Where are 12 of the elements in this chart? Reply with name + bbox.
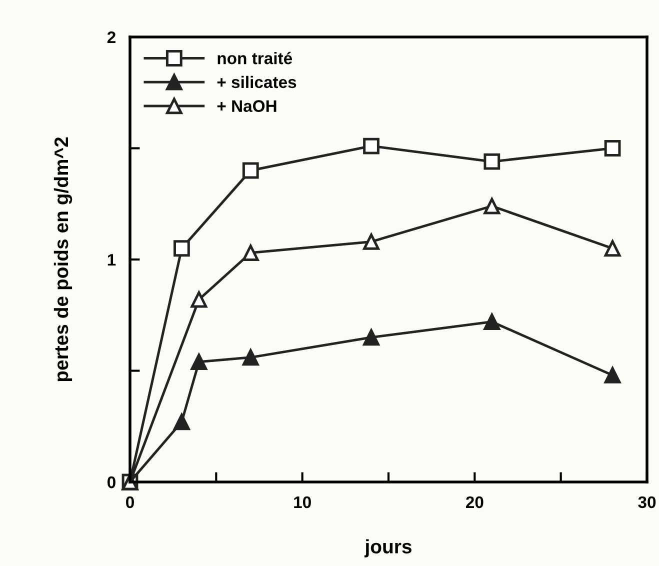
y-tick-label: 2 [107, 31, 116, 44]
y-tick-label: 0 [108, 476, 116, 488]
y-tick-label: 1 [108, 254, 116, 266]
x-tick-label: 30 [638, 496, 656, 508]
x-tick-label: 10 [294, 496, 311, 508]
x-tick-label: 0 [126, 496, 134, 508]
x-tick-label: 20 [466, 496, 484, 508]
x-axis-title: jours [364, 539, 412, 558]
legend-label: + silicates [217, 76, 296, 88]
legend-label: + NaOH [217, 100, 276, 112]
legend-label: non traité [218, 52, 292, 64]
y-axis-title: pertes de poids en g/dm^2 [54, 137, 72, 382]
